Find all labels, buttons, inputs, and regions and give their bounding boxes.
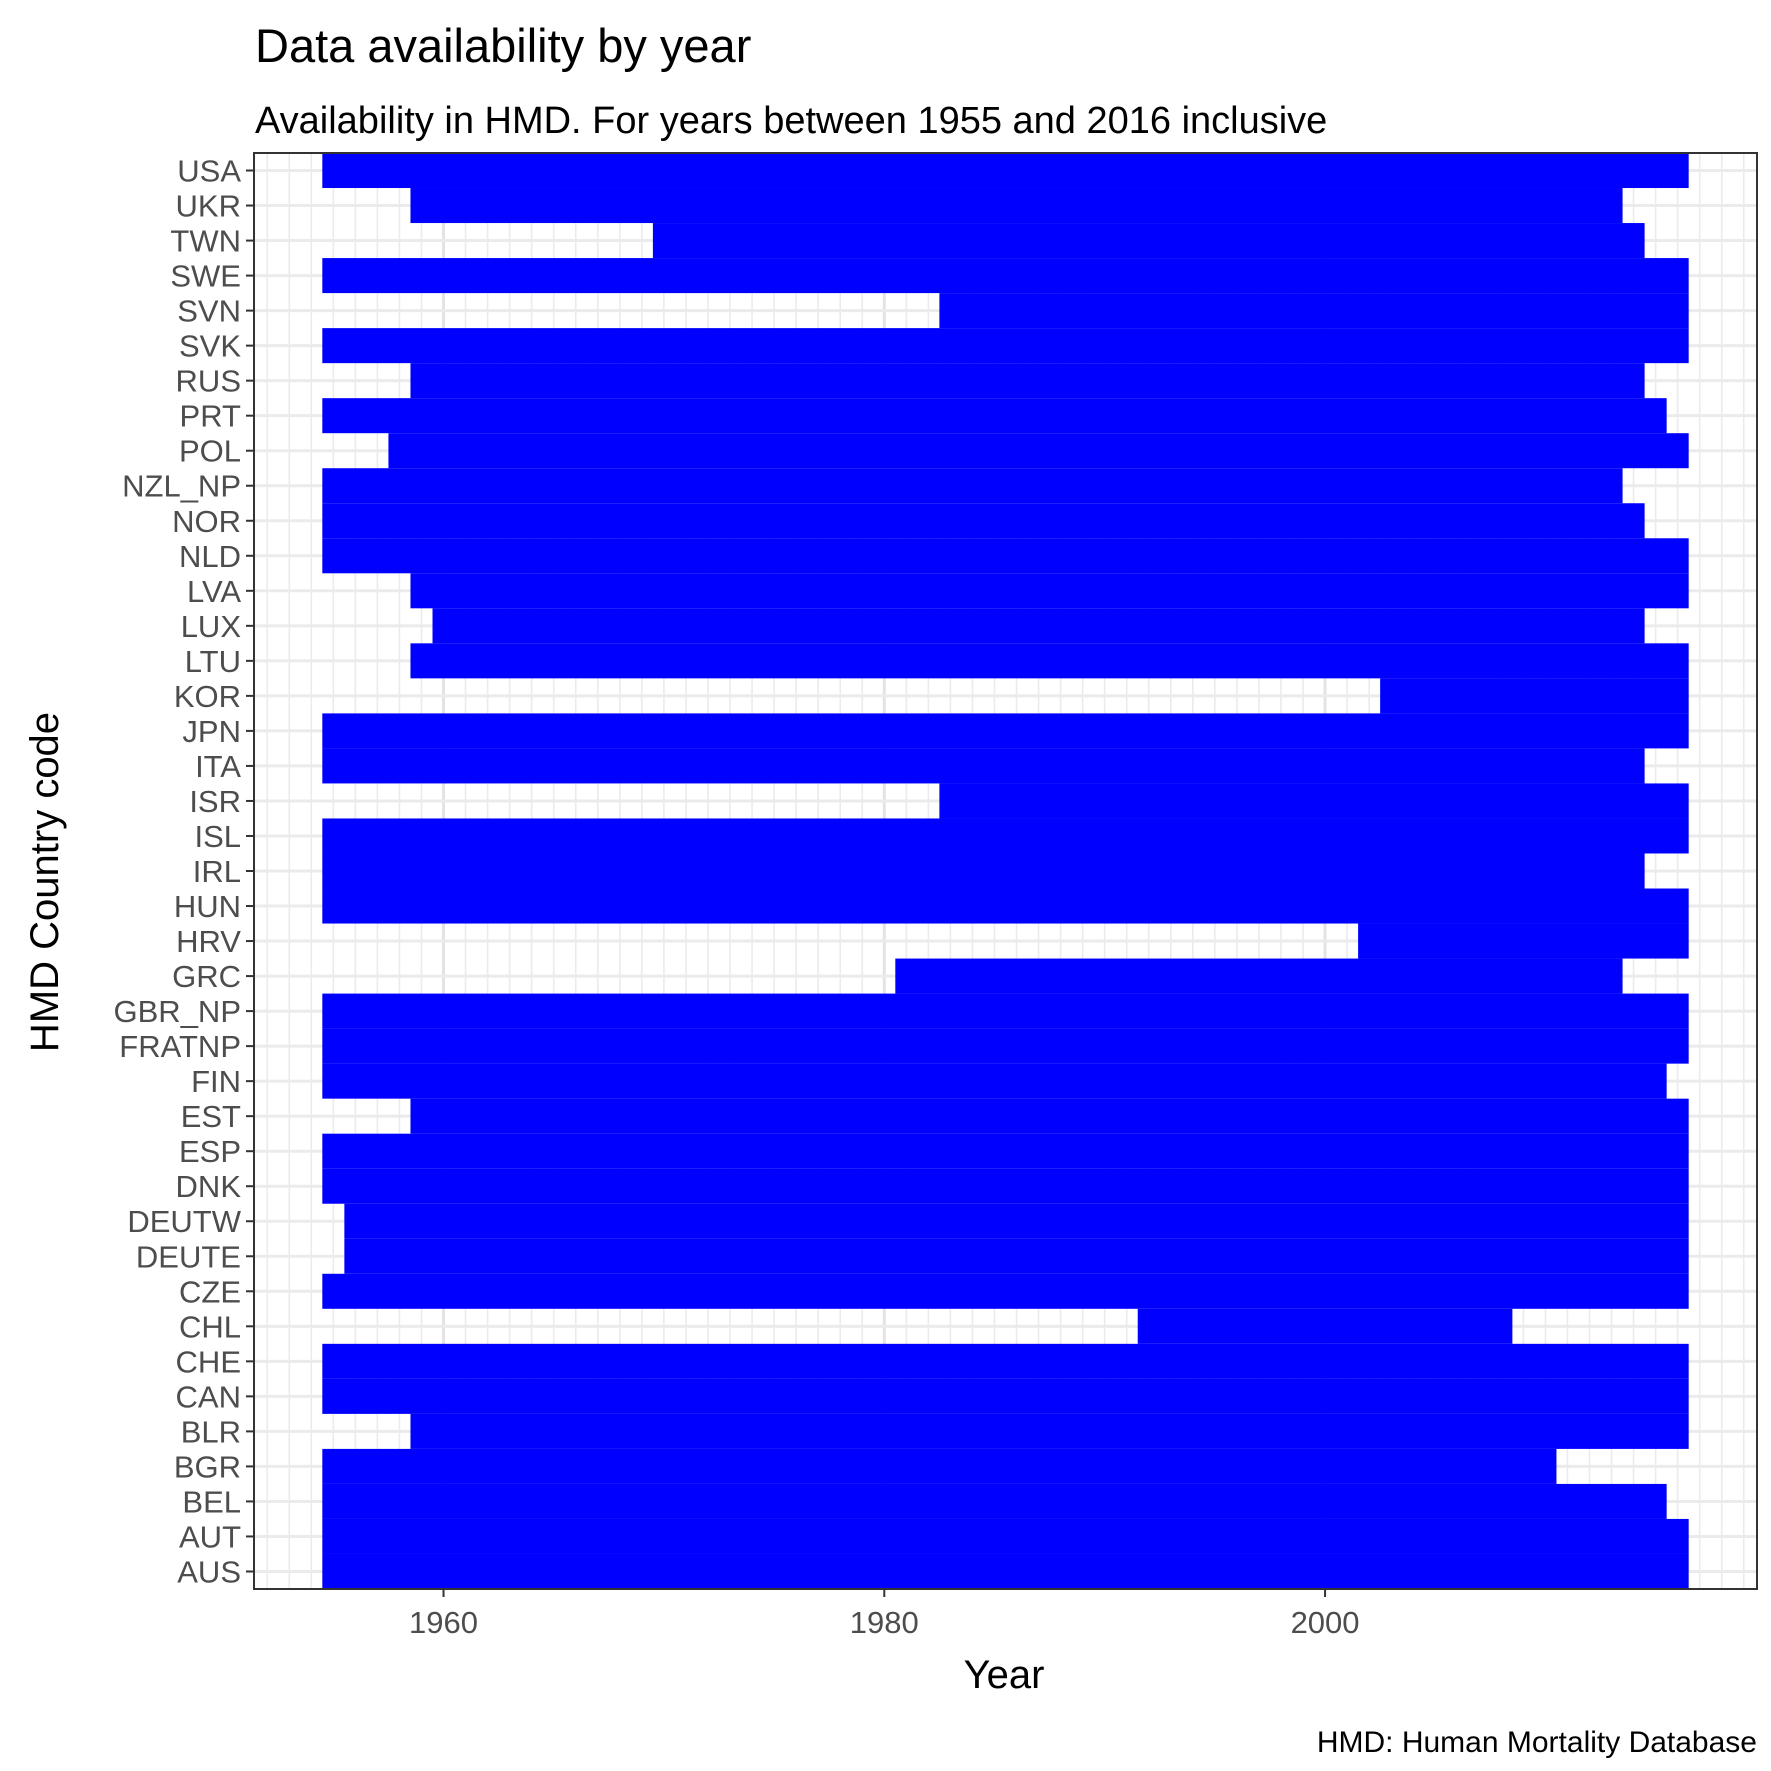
bar-isr — [939, 783, 1689, 819]
bar-swe — [322, 258, 1689, 294]
bar-kor — [1380, 678, 1689, 714]
bar-lva — [410, 573, 1689, 609]
bar-blr — [410, 1413, 1689, 1449]
bar-che — [322, 1343, 1689, 1379]
y-tick-label: DEUTE — [136, 1239, 241, 1274]
bar-chl — [1137, 1308, 1513, 1344]
y-tick-label: CZE — [179, 1274, 241, 1309]
y-tick-label: AUT — [179, 1519, 241, 1554]
x-axis-title: Year — [964, 1653, 1045, 1697]
y-tick-label: SWE — [170, 259, 241, 294]
y-tick-label: ISL — [194, 819, 241, 854]
y-tick-label: NLD — [179, 539, 241, 574]
bar-irl — [322, 853, 1645, 889]
bar-aut — [322, 1518, 1689, 1554]
bar-nld — [322, 538, 1689, 574]
y-tick-label: HUN — [174, 889, 241, 924]
bar-nzl-np — [322, 468, 1623, 504]
x-tick-label: 2000 — [1291, 1605, 1360, 1640]
y-tick-label: LUX — [181, 609, 242, 644]
y-tick-label: BGR — [174, 1449, 241, 1484]
y-tick-label: CHE — [176, 1344, 241, 1379]
bar-deutw — [344, 1203, 1689, 1239]
x-tick-label: 1980 — [850, 1605, 919, 1640]
y-tick-label: AUS — [177, 1554, 241, 1589]
y-tick-label: ISR — [189, 784, 241, 819]
y-tick-label: BLR — [181, 1414, 241, 1449]
chart-subtitle: Availability in HMD. For years between 1… — [255, 100, 1327, 142]
bar-gbr-np — [322, 993, 1689, 1029]
y-tick-label: CHL — [179, 1309, 241, 1344]
bar-hrv — [1358, 923, 1689, 959]
bar-pol — [388, 433, 1689, 469]
bar-ukr — [410, 188, 1623, 224]
bar-bgr — [322, 1448, 1557, 1484]
y-tick-label: ITA — [195, 749, 241, 784]
y-tick-label: LVA — [187, 574, 241, 609]
y-tick-label: FIN — [191, 1064, 241, 1099]
bars — [322, 153, 1689, 1589]
x-axis: 1960 1980 2000 — [409, 1589, 1360, 1640]
y-tick-label: POL — [179, 434, 241, 469]
y-tick-label: IRL — [193, 854, 241, 889]
chart-title: Data availability by year — [255, 19, 751, 72]
y-tick-label: PRT — [180, 399, 242, 434]
bar-isl — [322, 818, 1689, 854]
y-tick-label: SVN — [177, 294, 241, 329]
bar-nor — [322, 503, 1645, 539]
y-tick-label: NOR — [172, 504, 241, 539]
y-tick-label: FRATNP — [119, 1029, 241, 1064]
bar-fratnp — [322, 1028, 1689, 1064]
x-tick-label: 1960 — [409, 1605, 478, 1640]
bar-deute — [344, 1238, 1689, 1274]
bar-grc — [895, 958, 1623, 994]
bar-ltu — [410, 643, 1689, 679]
y-tick-label: TWN — [170, 224, 241, 259]
y-tick-label: USA — [177, 154, 241, 189]
caption: HMD: Human Mortality Database — [1317, 1726, 1757, 1759]
bar-can — [322, 1378, 1689, 1414]
y-tick-label: UKR — [176, 189, 241, 224]
bar-ita — [322, 748, 1645, 784]
y-axis-title: HMD Country code — [23, 712, 67, 1052]
y-tick-label: HRV — [176, 924, 241, 959]
y-tick-label: GBR_NP — [114, 994, 241, 1029]
bar-svn — [939, 293, 1689, 329]
y-tick-label: NZL_NP — [122, 469, 241, 504]
y-axis: AUSAUTBELBGRBLRCANCHECHLCZEDEUTEDEUTWDNK… — [114, 154, 254, 1589]
y-tick-label: BEL — [182, 1484, 241, 1519]
y-tick-label: DNK — [176, 1169, 242, 1204]
bar-dnk — [322, 1168, 1689, 1204]
bar-cze — [322, 1273, 1689, 1309]
bar-aus — [322, 1553, 1689, 1589]
y-tick-label: KOR — [174, 679, 241, 714]
bar-twn — [652, 223, 1645, 259]
bar-jpn — [322, 713, 1689, 749]
plot-panel — [253, 152, 1758, 1590]
bar-fin — [322, 1063, 1667, 1099]
bar-lux — [432, 608, 1645, 644]
bar-esp — [322, 1133, 1689, 1169]
y-tick-label: GRC — [172, 959, 241, 994]
y-tick-label: CAN — [176, 1379, 241, 1414]
bar-svk — [322, 328, 1689, 364]
bar-bel — [322, 1483, 1667, 1519]
bar-hun — [322, 888, 1689, 924]
y-tick-label: ESP — [179, 1134, 241, 1169]
y-tick-label: LTU — [185, 644, 241, 679]
y-tick-label: EST — [181, 1099, 241, 1134]
bar-rus — [410, 363, 1645, 399]
bar-usa — [322, 153, 1689, 189]
bar-prt — [322, 398, 1667, 434]
y-tick-label: DEUTW — [127, 1204, 241, 1239]
y-tick-label: SVK — [179, 329, 241, 364]
y-tick-label: RUS — [176, 364, 241, 399]
y-tick-label: JPN — [182, 714, 241, 749]
bar-est — [410, 1098, 1689, 1134]
